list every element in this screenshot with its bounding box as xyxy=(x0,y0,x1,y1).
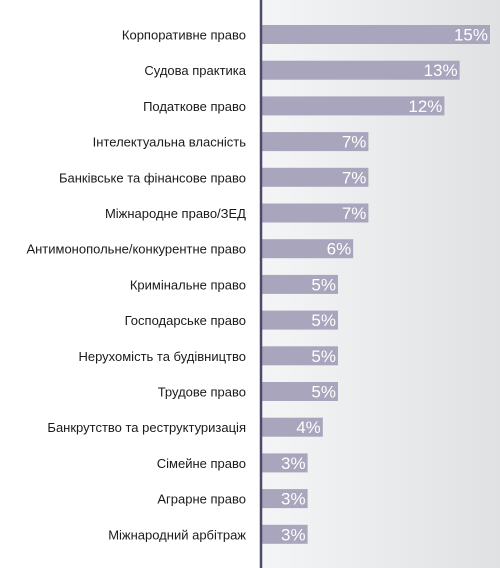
category-label-1: Корпоративне право xyxy=(122,28,246,43)
bar-5 xyxy=(262,167,369,187)
bar-4 xyxy=(262,132,369,152)
category-label-3: Податкове право xyxy=(143,99,246,114)
bar-12 xyxy=(262,417,323,437)
category-label-10: Нерухомість та будівництво xyxy=(78,349,246,364)
category-labels-group: Корпоративне право Судова практика Податко… xyxy=(26,28,246,543)
value-label-2: 13% xyxy=(424,61,458,80)
category-label-11: Трудове право xyxy=(158,385,246,400)
bar-2 xyxy=(262,60,460,80)
bar-11 xyxy=(262,382,338,401)
value-labels-group: 15% 13% 12% 7% 7% 7% 6% 5% 5% 5% 5% 4% 3% 3% 3% xyxy=(281,26,488,545)
category-label-4: Інтелектуальна власність xyxy=(93,135,247,150)
value-label-7: 6% xyxy=(327,240,352,259)
bar-1 xyxy=(262,25,490,44)
category-label-2: Судова практика xyxy=(144,63,246,78)
category-label-13: Сімейне право xyxy=(157,456,246,471)
value-label-12: 4% xyxy=(296,418,321,437)
category-label-8: Кримінальне право xyxy=(130,277,246,292)
value-label-13: 3% xyxy=(281,454,306,473)
value-label-8: 5% xyxy=(311,275,336,294)
value-label-3: 12% xyxy=(408,97,442,116)
category-label-5: Банківське та фінансове право xyxy=(59,170,246,185)
value-label-9: 5% xyxy=(311,311,336,330)
bar-6 xyxy=(262,203,369,223)
value-label-4: 7% xyxy=(342,133,367,152)
category-label-6: Міжнародне право/ЗЕД xyxy=(105,206,246,221)
bars-group xyxy=(262,25,490,544)
value-label-10: 5% xyxy=(311,347,336,366)
bar-15 xyxy=(262,524,308,544)
value-label-5: 7% xyxy=(342,168,367,187)
value-label-15: 3% xyxy=(281,525,306,544)
category-label-15: Міжнародний арбітраж xyxy=(108,527,246,542)
category-label-7: Антимонопольне/конкурентне право xyxy=(26,242,246,257)
category-label-9: Господарське право xyxy=(125,313,246,328)
bar-8 xyxy=(262,274,338,294)
value-label-6: 7% xyxy=(342,204,367,223)
value-label-14: 3% xyxy=(281,490,306,509)
bar-14 xyxy=(262,489,308,509)
bar-3 xyxy=(262,96,445,116)
category-label-14: Аграрне право xyxy=(157,492,246,507)
bar-9 xyxy=(262,310,338,330)
bar-10 xyxy=(262,346,338,366)
bar-13 xyxy=(262,453,308,473)
bar-7 xyxy=(262,239,354,259)
value-label-1: 15% xyxy=(454,26,488,45)
value-label-11: 5% xyxy=(311,383,336,402)
category-label-12: Банкрутство та реструктуризація xyxy=(47,420,246,435)
